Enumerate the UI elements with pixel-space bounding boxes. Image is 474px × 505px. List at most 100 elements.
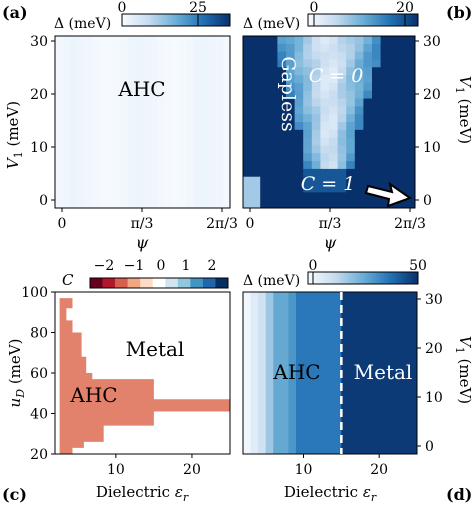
heatmap-b-cell	[397, 161, 407, 170]
heatmap-b-cell	[354, 59, 364, 68]
heatmap-b-cell	[372, 137, 381, 146]
heatmap-b-cell	[303, 153, 313, 162]
heatmap-b-cell	[320, 82, 330, 92]
heatmap-b-cell	[294, 161, 304, 170]
ytick-label-c: 20	[30, 447, 48, 463]
heatmap-b-cell	[337, 51, 347, 60]
xtick-label-b: π/3	[319, 216, 342, 232]
heatmap-b-cell	[303, 129, 313, 139]
heatmap-b-cell	[354, 129, 364, 139]
heatmap-b-cell	[363, 168, 373, 178]
xlabel-b: ψ	[324, 233, 337, 252]
heatmap-b-cell	[363, 51, 373, 60]
heatmap-b-cell	[406, 137, 416, 146]
heatmap-b-cell	[286, 161, 295, 170]
heatmap-b-cell	[354, 36, 364, 45]
heatmap-b-cell	[320, 59, 330, 68]
heatmap-b-cell	[397, 59, 407, 68]
colorbar-c-segment	[140, 278, 154, 288]
heatmap-b-cell	[380, 90, 390, 99]
heatmap-b-cell	[251, 145, 261, 154]
heatmap-b-cell	[329, 59, 338, 68]
heatmap-b-cell	[243, 161, 252, 170]
heatmap-b-cell	[311, 192, 321, 201]
heatmap-b-cell	[397, 145, 407, 154]
heatmap-b-cell	[260, 82, 270, 92]
heatmap-b-cell	[380, 168, 390, 178]
heatmap-b-cell	[260, 98, 270, 107]
heatmap-b-cell	[380, 137, 390, 146]
heatmap-b-cell	[277, 192, 287, 201]
heatmap-b-cell	[346, 82, 356, 92]
heatmap-b-cell	[406, 176, 416, 185]
heatmap-b-cell	[354, 90, 364, 99]
heatmap-b-cell	[243, 122, 252, 131]
heatmap-b-cell	[277, 122, 287, 131]
heatmap-b-cell	[251, 82, 261, 92]
heatmap-b-cell	[320, 145, 330, 154]
heatmap-b-cell	[337, 36, 347, 45]
heatmap-b-cell	[389, 43, 399, 53]
annotation-a-ahc: AHC	[117, 77, 165, 101]
panel-a: Δ (meV) 0 25 AHC V1 (meV) 0 10 20 30 0 π/3 2π…	[4, 0, 238, 252]
heatmap-a-cell	[142, 36, 151, 208]
heatmap-b-cell	[277, 168, 287, 178]
heatmap-b-cell	[354, 153, 364, 162]
heatmap-b-cell	[311, 90, 321, 99]
heatmap-d-column	[258, 292, 267, 454]
heatmap-a-cell	[171, 36, 180, 208]
xtick-label-a: π/3	[131, 216, 154, 232]
heatmap-b-cell	[268, 153, 278, 162]
heatmap-b-cell	[268, 59, 278, 68]
heatmap-b-cell	[346, 176, 356, 185]
heatmap-b-cell	[251, 176, 261, 185]
heatmap-a-cell	[222, 36, 231, 208]
heatmap-b-cell	[372, 51, 381, 60]
xlabel-a: ψ	[136, 233, 149, 252]
heatmap-a-cell	[149, 36, 158, 208]
heatmap-b-cell	[320, 106, 330, 115]
heatmap-b-cell	[294, 51, 304, 60]
arrow-b	[364, 181, 413, 208]
heatmap-b-cell	[363, 129, 373, 139]
heatmap-b-cell	[329, 36, 338, 45]
heatmap-b-cell	[380, 153, 390, 162]
heatmap-b-cell	[260, 129, 270, 139]
xtick-label-d: 10	[295, 462, 313, 478]
heatmap-b-cell	[329, 90, 338, 99]
heatmap-b-cell	[406, 106, 416, 115]
heatmap-b-cell	[337, 153, 347, 162]
heatmap-b-cell	[294, 98, 304, 107]
heatmap-b-cell	[277, 59, 287, 68]
xlabel-d: Dielectric εr	[284, 483, 377, 504]
heatmap-b-cell	[354, 43, 364, 53]
heatmap-b-cell	[286, 98, 295, 107]
heatmap-b-cell	[346, 200, 356, 209]
heatmap-b-cell	[260, 184, 270, 193]
heatmap-b-cell	[397, 67, 407, 76]
heatmap-b-cell	[294, 129, 304, 139]
heatmap-b-cell	[372, 176, 381, 185]
heatmap-b-cell	[294, 59, 304, 68]
panel-label-d: (d)	[446, 485, 472, 504]
heatmap-b-cell	[286, 184, 295, 193]
heatmap-b-cell	[303, 59, 313, 68]
heatmap-b-cell	[294, 90, 304, 99]
heatmap-b-cell	[397, 43, 407, 53]
heatmap-b-cell	[260, 161, 270, 170]
heatmap-b-cell	[337, 176, 347, 185]
heatmap-b-cell	[260, 43, 270, 53]
heatmap-b-cell	[286, 106, 295, 115]
xtick-label-b: 0	[246, 216, 255, 232]
heatmap-b-cell	[277, 129, 287, 139]
heatmap-b-cell	[346, 114, 356, 123]
heatmap-b-cell	[329, 168, 338, 178]
heatmap-b-cell	[346, 98, 356, 107]
heatmap-b-cell	[303, 184, 313, 193]
heatmap-b-cell	[397, 75, 407, 84]
heatmap-b-cell	[329, 106, 338, 115]
heatmap-b-cell	[311, 153, 321, 162]
heatmap-b-cell	[380, 200, 390, 209]
heatmap-b-cell	[277, 43, 287, 53]
